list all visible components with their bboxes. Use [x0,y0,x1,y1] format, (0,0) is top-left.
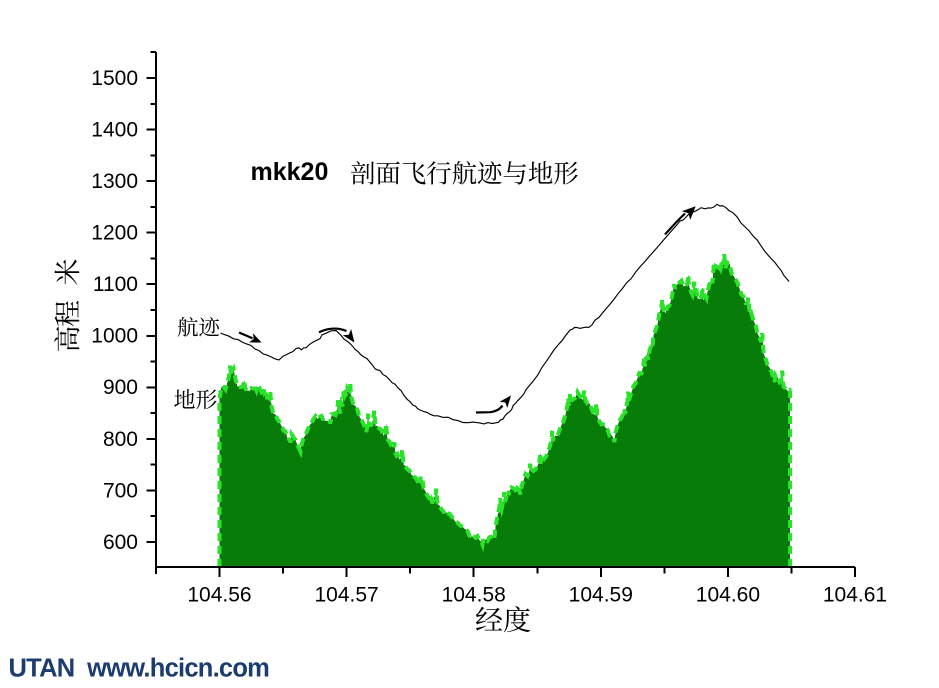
svg-text:600: 600 [103,531,138,554]
svg-text:104.58: 104.58 [442,584,506,607]
svg-text:104.59: 104.59 [569,584,633,607]
svg-text:104.57: 104.57 [314,584,378,607]
svg-text:104.60: 104.60 [696,584,760,607]
svg-text:UTAN www.hcicn.com: UTAN www.hcicn.com [9,655,270,683]
svg-text:mkk20: mkk20 [251,158,329,186]
svg-text:104.61: 104.61 [823,584,887,607]
svg-text:900: 900 [103,376,138,399]
svg-text:1300: 1300 [91,170,138,193]
svg-text:1500: 1500 [91,67,138,90]
svg-text:800: 800 [103,428,138,451]
svg-text:1200: 1200 [91,222,138,245]
svg-text:1400: 1400 [91,119,138,142]
svg-text:1000: 1000 [91,325,138,348]
svg-text:1100: 1100 [93,273,138,296]
svg-text:104.56: 104.56 [187,584,251,607]
svg-text:700: 700 [103,479,138,502]
